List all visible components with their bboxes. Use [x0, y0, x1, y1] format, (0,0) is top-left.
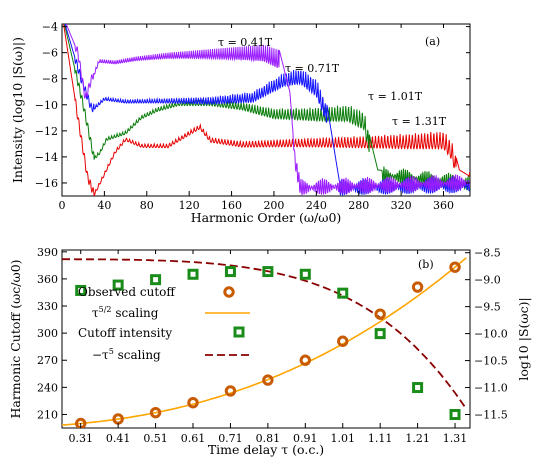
- b-ytick-label: 360: [37, 273, 58, 286]
- panel-b-ylabel: Harmonic Cutoff (ωc/ω0): [8, 259, 23, 418]
- b-xtick-label: 0.41: [106, 432, 131, 445]
- b-xtick-label: 1.01: [330, 432, 355, 445]
- b-intensity-point: [337, 287, 349, 299]
- panel-a-xlabel: Harmonic Order (ω/ω0): [191, 210, 342, 225]
- b-intensity-point: [262, 266, 274, 278]
- b-xtick-label: 1.31: [443, 432, 468, 445]
- panel-b-frame: [61, 249, 471, 429]
- b-ytick-label: 390: [37, 246, 58, 259]
- b-xtick-label: 0.71: [218, 432, 243, 445]
- a-xtick-label: 360: [433, 199, 454, 212]
- a-series-line: [63, 24, 470, 192]
- b-intensity-point: [150, 274, 162, 286]
- b-ytick-right-label: −8.5: [474, 247, 501, 260]
- a-series-line: [63, 24, 470, 196]
- a-ytick-label: −12: [35, 125, 58, 138]
- legend-cutoff-intensity: Cutoff intensity: [78, 326, 172, 340]
- b-intensity-point: [75, 284, 87, 296]
- b-intensity-point: [412, 382, 424, 394]
- b-ytick-right-label: −10.5: [474, 355, 508, 368]
- b-observed-point: [411, 281, 424, 293]
- b-observed-point: [449, 261, 461, 273]
- legend-tau52-scaling: τ5/2 scaling: [92, 305, 159, 320]
- panel-b-xlabel: Time delay τ (o.c.): [208, 442, 324, 457]
- a-xtick-label: 120: [179, 199, 200, 212]
- panel-a: 0 40 80 120 160 200 240 280 320 360 −16 −14 −12 −10 −8…: [10, 21, 471, 225]
- b-ytick-right-label: −10.0: [474, 328, 508, 341]
- b-intensity-point: [374, 328, 386, 340]
- legend-tau5-scaling: −τ5 scaling: [92, 347, 161, 362]
- a-xtick-label: 80: [140, 199, 154, 212]
- legend-observed-cutoff: Observed cutoff: [78, 285, 176, 299]
- legend-intensity-marker: [233, 326, 245, 338]
- b-observed-point: [337, 335, 349, 347]
- tau-071-label: τ = 0.71T: [285, 62, 340, 75]
- b-xtick-label: 1.21: [405, 432, 430, 445]
- b-intensity-point: [224, 266, 236, 278]
- panel-a-label: (a): [425, 35, 440, 48]
- a-xtick-label: 160: [221, 199, 242, 212]
- a-ytick-label: −10: [35, 99, 58, 112]
- a-xtick-label: 240: [306, 199, 327, 212]
- panel-b-series: [62, 257, 468, 428]
- b-observed-point: [224, 385, 237, 397]
- b-observed-point: [149, 406, 162, 419]
- b-observed-point: [299, 354, 312, 366]
- b-observed-point: [187, 397, 199, 409]
- panel-b: 0.31 0.41 0.51 0.61 0.71 0.81 0.91 1.01 1.11 1.21…: [8, 246, 531, 457]
- b-observed-point: [262, 374, 274, 386]
- b-ytick-right-label: −9.5: [474, 301, 501, 314]
- a-ytick-label: −16: [35, 177, 58, 190]
- legend-observed-marker: [223, 286, 235, 298]
- b-tau5-line: [62, 258, 468, 410]
- panel-a-ylabel: Intensity (log10 |S(ω)|): [10, 37, 25, 183]
- b-intensity-point: [449, 409, 461, 421]
- panel-a-frame: [61, 23, 471, 197]
- b-ytick-label: 240: [37, 381, 58, 394]
- b-intensity-point: [112, 279, 124, 291]
- a-ytick-label: −8: [42, 73, 58, 86]
- b-ytick-right-label: −11.5: [474, 409, 508, 422]
- b-xtick-label: 0.91: [293, 432, 318, 445]
- a-xtick-label: 280: [348, 199, 369, 212]
- b-observed-point: [374, 308, 386, 320]
- a-xtick-label: 320: [391, 199, 412, 212]
- a-xtick-label: 200: [263, 199, 284, 212]
- tau-101-label: τ = 1.01T: [368, 90, 423, 103]
- panel-b-ylabel-right: log10 |S(ωc)|: [516, 297, 531, 380]
- a-ytick-label: −14: [35, 151, 58, 164]
- panel-a-series: [63, 24, 470, 196]
- b-ytick-right-label: −9.0: [474, 274, 501, 287]
- panel-a-ticks: 0 40 80 120 160 200 240 280 320 360 −16 −14 −12 −10 −8…: [35, 21, 470, 212]
- a-ytick-label: −6: [42, 47, 58, 60]
- a-ytick-label: −4: [42, 21, 58, 34]
- a-xtick-label: 40: [97, 199, 111, 212]
- tau-041-label: τ = 0.41T: [218, 36, 273, 49]
- a-xtick-label: 0: [59, 199, 66, 212]
- b-ytick-label: 210: [37, 408, 58, 421]
- panel-b-legend: Observed cutoff τ5/2 scaling Cutoff inte…: [78, 285, 250, 362]
- b-intensity-point: [187, 268, 199, 280]
- b-xtick-label: 1.11: [368, 432, 393, 445]
- b-ytick-label: 270: [37, 354, 58, 367]
- b-xtick-label: 0.61: [181, 432, 206, 445]
- b-xtick-label: 0.31: [68, 432, 93, 445]
- tau-131-label: τ = 1.31T: [392, 115, 447, 128]
- b-ytick-label: 330: [37, 300, 58, 313]
- b-ytick-right-label: −11.0: [474, 382, 508, 395]
- panel-b-label: (b): [418, 258, 434, 271]
- b-ytick-label: 300: [37, 327, 58, 340]
- panel-b-ticks: 0.31 0.41 0.51 0.61 0.71 0.81 0.91 1.01 1.11 1.21…: [37, 246, 508, 445]
- b-intensity-point: [299, 268, 311, 280]
- a-series-line: [65, 24, 470, 196]
- b-xtick-label: 0.81: [256, 432, 281, 445]
- b-xtick-label: 0.51: [143, 432, 168, 445]
